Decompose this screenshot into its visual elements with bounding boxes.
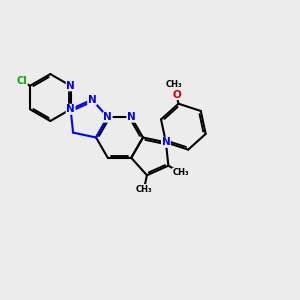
Text: CH₃: CH₃ <box>166 80 183 89</box>
Text: N: N <box>66 81 75 91</box>
Text: N: N <box>161 137 170 147</box>
Text: N: N <box>66 104 75 114</box>
Text: O: O <box>172 89 181 100</box>
Text: N: N <box>127 112 136 122</box>
Text: Cl: Cl <box>16 76 27 86</box>
Text: N: N <box>103 112 112 122</box>
Text: CH₃: CH₃ <box>172 168 189 177</box>
Text: N: N <box>88 95 96 105</box>
Text: CH₃: CH₃ <box>136 184 152 194</box>
